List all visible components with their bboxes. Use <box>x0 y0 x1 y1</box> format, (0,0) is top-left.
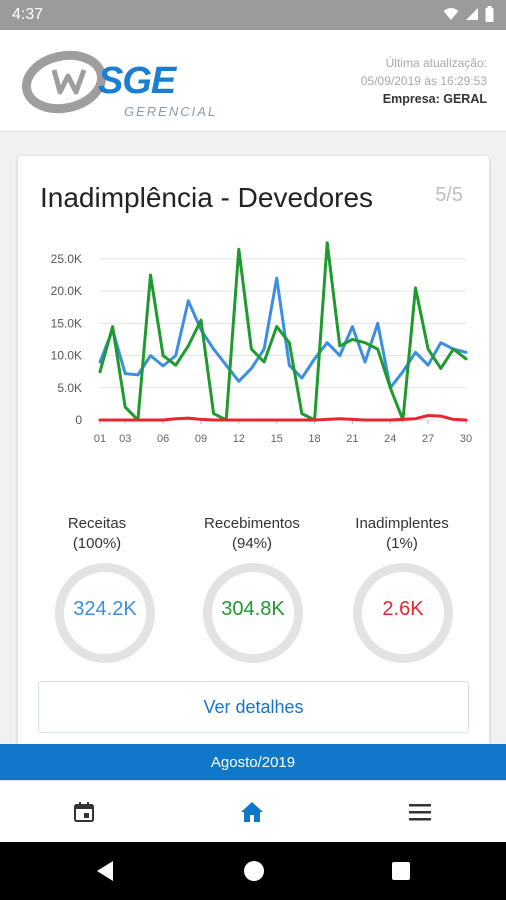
wifi-icon <box>443 8 459 20</box>
x-tick-label: 27 <box>422 433 434 445</box>
stat-ring-inadimplentes <box>353 563 453 663</box>
x-tick-label: 09 <box>195 433 207 445</box>
circle-icon <box>244 861 264 881</box>
square-icon <box>392 862 410 880</box>
logo-text: SGE <box>98 60 176 102</box>
series-line-2 <box>98 414 468 422</box>
stat-ring-receitas <box>55 563 155 663</box>
stat-inadimplentes: Inadimplentes (1%) <box>342 514 462 554</box>
back-button[interactable] <box>92 858 118 884</box>
home-icon <box>241 802 263 822</box>
x-tick-label: 01 <box>94 433 106 445</box>
stat-percent: (94%) <box>231 535 272 552</box>
recents-button[interactable] <box>388 858 414 884</box>
stat-label: Receitas <box>67 515 127 532</box>
y-tick-label: 25.0K <box>51 252 82 266</box>
status-bar: 4:37 <box>0 0 506 30</box>
update-label: Última atualização: <box>385 56 487 70</box>
app-header: SGE GERENCIAL Última atualização: 05/09/… <box>0 30 506 132</box>
period-label: Agosto/2019 <box>210 753 296 771</box>
card-title: Inadimplência - Devedores <box>40 182 374 213</box>
update-date: 05/09/2019 às 16:29:53 <box>360 74 487 88</box>
debtors-card: Inadimplência - Devedores 5/5 0 5.0K 10.0K… <box>18 156 489 756</box>
nav-menu[interactable] <box>336 781 504 843</box>
y-tick-label: 15.0K <box>51 316 82 330</box>
series-line-1 <box>98 241 468 422</box>
x-tick-label: 12 <box>233 433 245 445</box>
logo-subtext: GERENCIAL <box>124 104 218 119</box>
stat-value-recebimentos: 304.8K <box>221 598 285 620</box>
menu-icon <box>409 804 431 821</box>
bottom-nav <box>0 780 506 842</box>
card-page-indicator: 5/5 <box>435 184 463 206</box>
x-tick-label: 30 <box>460 433 472 445</box>
x-tick-label: 21 <box>346 433 358 445</box>
x-tick-label: 24 <box>384 433 396 445</box>
stat-label: Recebimentos <box>204 515 300 532</box>
logo-swoosh-icon <box>21 50 107 114</box>
period-bar[interactable]: Agosto/2019 <box>0 744 506 780</box>
system-nav <box>0 842 506 900</box>
daily-chart: 0 5.0K 10.0K 15.0K 20.0K 25.0K 01 03 06 09 12 15 18 2… <box>51 241 472 445</box>
series-line-0 <box>98 276 468 390</box>
y-tick-label: 5.0K <box>57 381 82 395</box>
x-tick-label: 18 <box>308 433 320 445</box>
y-tick-label: 20.0K <box>51 284 82 298</box>
stat-percent: (100%) <box>72 535 122 552</box>
company-label: Empresa: GERAL <box>382 92 487 106</box>
stat-label: Inadimplentes <box>355 515 449 532</box>
x-tick-label: 15 <box>271 433 283 445</box>
nav-home[interactable] <box>168 781 336 843</box>
status-time: 4:37 <box>12 6 44 23</box>
x-tick-label: 03 <box>119 433 131 445</box>
update-info: Última atualização: 05/09/2019 às 16:29:… <box>361 54 487 108</box>
x-tick-label: 06 <box>157 433 169 445</box>
y-tick-label: 0 <box>75 413 82 427</box>
battery-icon <box>485 6 494 22</box>
stat-receitas: Receitas (100%) <box>37 514 157 554</box>
back-icon <box>97 861 113 881</box>
calendar-icon <box>74 802 94 822</box>
signal-icon <box>466 8 478 20</box>
stat-value-receitas: 324.2K <box>73 598 137 620</box>
nav-calendar[interactable] <box>0 781 168 843</box>
sge-logo: SGE GERENCIAL <box>20 48 215 119</box>
home-system-button[interactable] <box>241 858 267 884</box>
stat-percent: (1%) <box>386 535 418 552</box>
stat-value-inadimplentes: 2.6K <box>382 598 424 620</box>
details-button[interactable]: Ver detalhes <box>38 681 469 733</box>
y-tick-label: 10.0K <box>51 349 82 363</box>
stat-recebimentos: Recebimentos (94%) <box>192 514 312 554</box>
stat-ring-recebimentos <box>203 563 303 663</box>
